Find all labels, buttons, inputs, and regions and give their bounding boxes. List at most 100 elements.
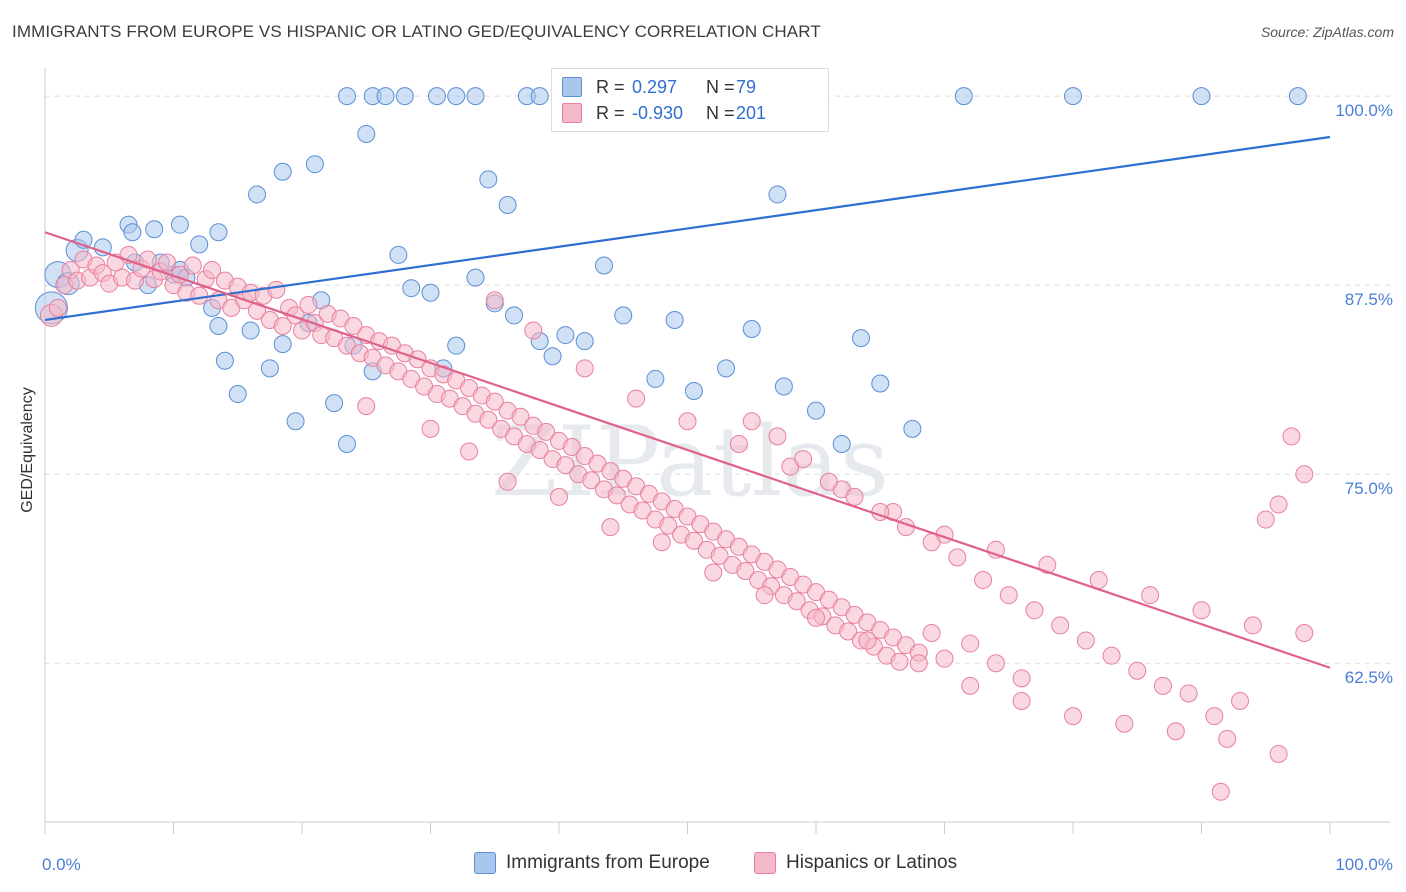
trend-line-europe [44,135,1331,322]
europe-point-59 [427,87,446,106]
hispanic-point-184 [1128,661,1147,680]
europe-point-58 [395,87,414,106]
hispanic-point-157 [357,397,376,416]
hispanic-point-47 [344,317,363,335]
hispanic-point-124 [839,622,858,641]
stats-legend-row-europe: R = 0.297 N = 79 [562,75,796,99]
europe-point-40 [556,326,575,345]
hispanic-point-25 [203,261,222,280]
trend-line-hispanic [44,231,1331,669]
y-tick-label-0: 100.0% [1335,101,1393,120]
r-value-europe: 0.297 [632,76,678,97]
hispanic-point-104 [710,546,729,565]
europe-point-19 [228,385,247,404]
hispanic-point-186 [1076,631,1095,650]
hispanic-point-40 [299,295,318,314]
hispanic-point-23 [190,286,209,305]
legend-swatch-pink [754,852,776,874]
hispanic-point-165 [755,586,774,605]
hispanic-point-84 [582,471,601,490]
europe-point-26 [325,394,344,413]
series-legend: Immigrants from Europe Hispanics or Lati… [0,852,1406,878]
hispanic-point-198 [768,427,787,446]
hispanic-point-159 [460,442,479,461]
hispanic-point-80 [556,456,575,475]
hispanic-point-144 [678,412,697,431]
series-hispanics-or-latinos [39,245,1314,801]
hispanic-point-68 [479,410,498,429]
europe-point-44 [646,369,665,388]
hispanic-point-69 [485,392,504,411]
europe-point-53 [871,374,890,393]
hispanic-point-180 [1231,692,1250,711]
europe-point-69 [1288,87,1307,106]
europe-point-27 [337,434,356,453]
hispanic-point-170 [1012,692,1031,711]
europe-point-22 [273,335,292,354]
hispanic-point-177 [1282,427,1301,446]
n-label: N = [706,102,735,123]
y-tick-labels: 100.0% 87.5% 75.0% 62.5% [1335,101,1393,687]
hispanic-point-164 [704,563,723,582]
europe-point-18 [215,351,234,370]
hispanic-point-166 [807,608,825,627]
pink-swatch [562,103,582,123]
hispanic-point-96 [659,516,678,535]
hispanic-point-153 [1141,586,1160,605]
europe-point-20 [241,321,260,340]
europe-point-66 [954,87,973,106]
europe-point-54 [903,419,922,438]
europe-point-47 [717,359,736,378]
hispanic-point-1 [48,298,67,317]
hispanic-point-167 [858,631,877,650]
europe-point-8 [145,220,164,239]
europe-point-17 [209,317,228,335]
hispanic-point-145 [729,434,748,453]
europe-point-55 [337,87,356,106]
hispanic-point-140 [485,291,504,310]
hispanic-point-195 [845,487,864,506]
legend-swatch-blue [474,852,496,874]
series-immigrants-from-europe [34,87,1307,453]
hispanic-point-158 [421,419,440,438]
europe-point-60 [447,87,466,106]
europe-point-49 [774,377,793,396]
hispanic-point-161 [550,487,568,506]
europe-point-45 [665,310,684,329]
legend-item-europe[interactable]: Immigrants from Europe [474,852,710,874]
hispanic-point-172 [1115,714,1134,733]
europe-point-78 [170,215,189,234]
hispanic-point-173 [1166,722,1185,741]
europe-point-70 [768,185,787,204]
europe-point-52 [851,329,870,348]
hispanic-point-77 [537,422,556,441]
hispanic-point-100 [684,531,703,550]
y-axis-label: GED/Equivalency [19,387,36,512]
hispanic-point-142 [575,359,594,378]
hispanic-point-22 [183,256,202,275]
hispanic-point-191 [948,548,967,567]
europe-point-67 [1064,87,1082,106]
hispanic-point-176 [1295,465,1314,484]
europe-point-7 [123,223,142,242]
hispanic-point-174 [1218,729,1237,748]
hispanic-point-139 [1012,669,1031,688]
legend-item-hispanic[interactable]: Hispanics or Latinos [754,852,957,874]
europe-point-31 [402,279,421,298]
hispanic-point-135 [922,623,941,642]
hispanic-point-187 [1051,616,1070,635]
europe-point-39 [543,347,562,366]
source-label: Source: ZipAtlas.com [1260,24,1394,40]
hispanic-point-168 [909,654,928,673]
hispanic-point-196 [819,472,838,491]
n-value-hispanic: 201 [736,102,767,123]
hispanic-point-76 [530,441,549,459]
europe-point-68 [1192,87,1211,106]
europe-point-61 [466,87,485,106]
europe-point-21 [260,359,279,378]
europe-point-41 [575,332,594,351]
y-tick-label-2: 75.0% [1345,479,1393,498]
stats-legend-row-hispanic: R = -0.930 N = 201 [562,101,796,125]
hispanic-point-154 [1192,601,1211,620]
